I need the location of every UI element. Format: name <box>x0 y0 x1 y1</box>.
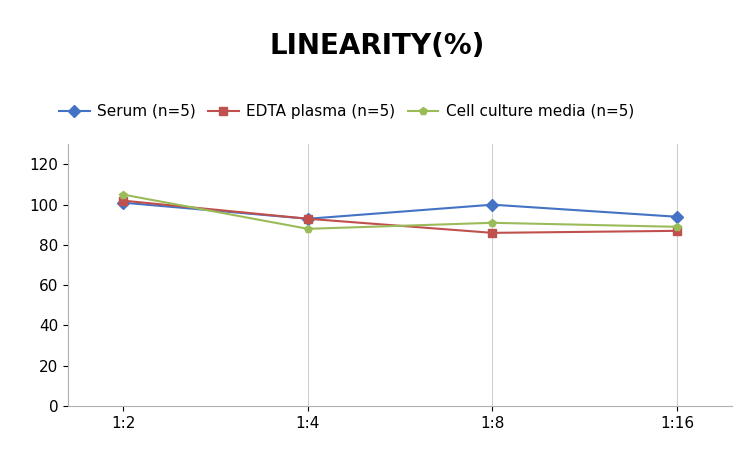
Line: EDTA plasma (n=5): EDTA plasma (n=5) <box>119 197 681 237</box>
EDTA plasma (n=5) <box>119 198 128 203</box>
Serum (n=5) <box>304 216 313 221</box>
Serum (n=5) <box>488 202 497 207</box>
Cell culture media (n=5) <box>119 192 128 198</box>
EDTA plasma (n=5) <box>488 230 497 235</box>
Line: Serum (n=5): Serum (n=5) <box>119 198 681 223</box>
Text: LINEARITY(%): LINEARITY(%) <box>270 32 485 60</box>
Cell culture media (n=5) <box>304 226 313 231</box>
Line: Cell culture media (n=5): Cell culture media (n=5) <box>119 190 681 233</box>
EDTA plasma (n=5) <box>673 228 682 234</box>
Cell culture media (n=5) <box>488 220 497 226</box>
Legend: Serum (n=5), EDTA plasma (n=5), Cell culture media (n=5): Serum (n=5), EDTA plasma (n=5), Cell cul… <box>53 98 640 125</box>
Serum (n=5) <box>119 200 128 205</box>
Cell culture media (n=5) <box>673 224 682 230</box>
Serum (n=5) <box>673 214 682 220</box>
EDTA plasma (n=5) <box>304 216 313 221</box>
